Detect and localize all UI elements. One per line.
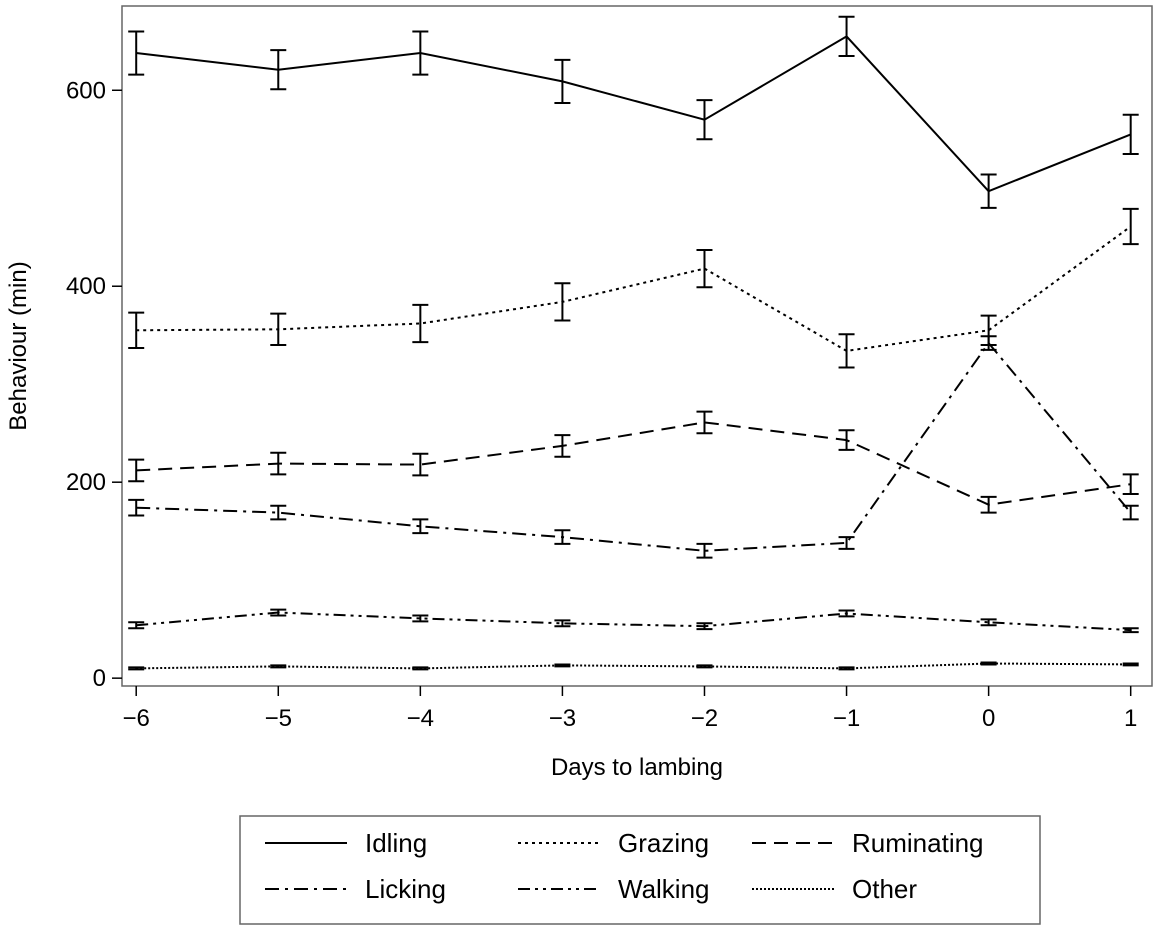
series-line-ruminating <box>136 421 1131 506</box>
error-bar <box>696 664 713 669</box>
error-bar <box>412 30 429 76</box>
error-bar <box>696 248 713 289</box>
legend: Idling Grazing Ruminating Licking Walking Oth… <box>239 815 1041 925</box>
error-bar <box>1122 627 1139 634</box>
error-bar <box>128 458 145 483</box>
series-line-walking <box>136 611 1131 632</box>
y-tick-label: 0 <box>93 665 106 692</box>
series-line-licking <box>136 341 1132 552</box>
x-axis: −6 −5 −4 −3 −2 −1 0 1 <box>123 686 1137 732</box>
error-bar <box>1122 504 1139 521</box>
y-tick-label: 200 <box>66 469 106 496</box>
plot-area <box>121 5 1153 687</box>
y-tick-label: 400 <box>66 273 106 300</box>
x-tick-label: −2 <box>691 705 718 732</box>
series-ruminating <box>128 410 1139 514</box>
error-bar <box>838 666 855 671</box>
x-tick-label: −1 <box>833 705 860 732</box>
error-bar <box>980 618 997 627</box>
legend-label: Licking <box>365 874 446 904</box>
x-axis-title: Days to lambing <box>551 754 723 781</box>
error-bar <box>838 15 855 57</box>
legend-label: Idling <box>365 828 427 858</box>
error-bar <box>270 451 287 476</box>
y-axis-title: Behaviour (min) <box>5 261 32 430</box>
error-bar <box>270 312 287 347</box>
series-idling <box>128 15 1139 209</box>
error-bar <box>128 311 145 349</box>
x-tick-label: −5 <box>265 705 292 732</box>
error-bar <box>696 622 713 631</box>
error-bar <box>1122 662 1139 667</box>
error-bar <box>128 621 145 630</box>
series-other <box>128 661 1139 671</box>
error-bar <box>980 335 997 351</box>
x-tick-label: −4 <box>407 705 434 732</box>
error-bar <box>270 504 287 521</box>
error-bar <box>554 663 571 668</box>
legend-item-ruminating: Ruminating <box>752 828 984 858</box>
error-bar <box>554 434 571 458</box>
error-bar <box>980 661 997 666</box>
series-line-idling <box>136 35 1132 193</box>
legend-label: Ruminating <box>852 828 984 858</box>
series-licking <box>128 335 1139 559</box>
error-bar <box>696 542 713 559</box>
error-bar <box>270 49 287 91</box>
x-tick-label: 1 <box>1124 705 1137 732</box>
error-bar <box>554 58 571 105</box>
error-bar <box>412 614 429 623</box>
y-axis: 0 200 400 600 <box>66 77 122 692</box>
error-bar <box>270 664 287 669</box>
error-bar <box>838 536 855 550</box>
error-bar <box>838 333 855 369</box>
series-layer <box>128 15 1139 671</box>
legend-label: Grazing <box>618 828 709 858</box>
series-line-grazing <box>136 225 1132 352</box>
error-bar <box>128 30 145 76</box>
error-bar <box>554 619 571 628</box>
y-tick-label: 600 <box>66 77 106 104</box>
legend-item-licking: Licking <box>265 874 446 904</box>
error-bar <box>980 495 997 514</box>
error-bar <box>412 452 429 477</box>
legend-box <box>239 815 1041 925</box>
error-bar <box>554 282 571 322</box>
legend-label: Other <box>852 874 917 904</box>
error-bar <box>412 518 429 535</box>
error-bar <box>128 498 145 517</box>
error-bar <box>412 303 429 344</box>
error-bar <box>1122 207 1139 246</box>
x-tick-label: −3 <box>549 705 576 732</box>
error-bar <box>270 608 287 617</box>
legend-item-grazing: Grazing <box>518 828 709 858</box>
error-bar <box>1122 113 1139 155</box>
legend-label: Walking <box>618 874 710 904</box>
error-bar <box>696 410 713 435</box>
error-bar <box>696 99 713 141</box>
error-bar <box>1122 473 1139 495</box>
error-bar <box>838 609 855 618</box>
series-line-other <box>136 662 1131 670</box>
error-bar <box>412 666 429 671</box>
legend-item-walking: Walking <box>518 874 710 904</box>
error-bar <box>838 429 855 451</box>
error-bar <box>128 666 145 671</box>
error-bar <box>980 173 997 209</box>
x-tick-label: −6 <box>123 705 150 732</box>
series-walking <box>128 608 1139 634</box>
legend-item-idling: Idling <box>265 828 427 858</box>
legend-item-other: Other <box>752 874 917 904</box>
error-bar <box>554 529 571 545</box>
series-grazing <box>128 207 1139 369</box>
x-tick-label: 0 <box>982 705 995 732</box>
